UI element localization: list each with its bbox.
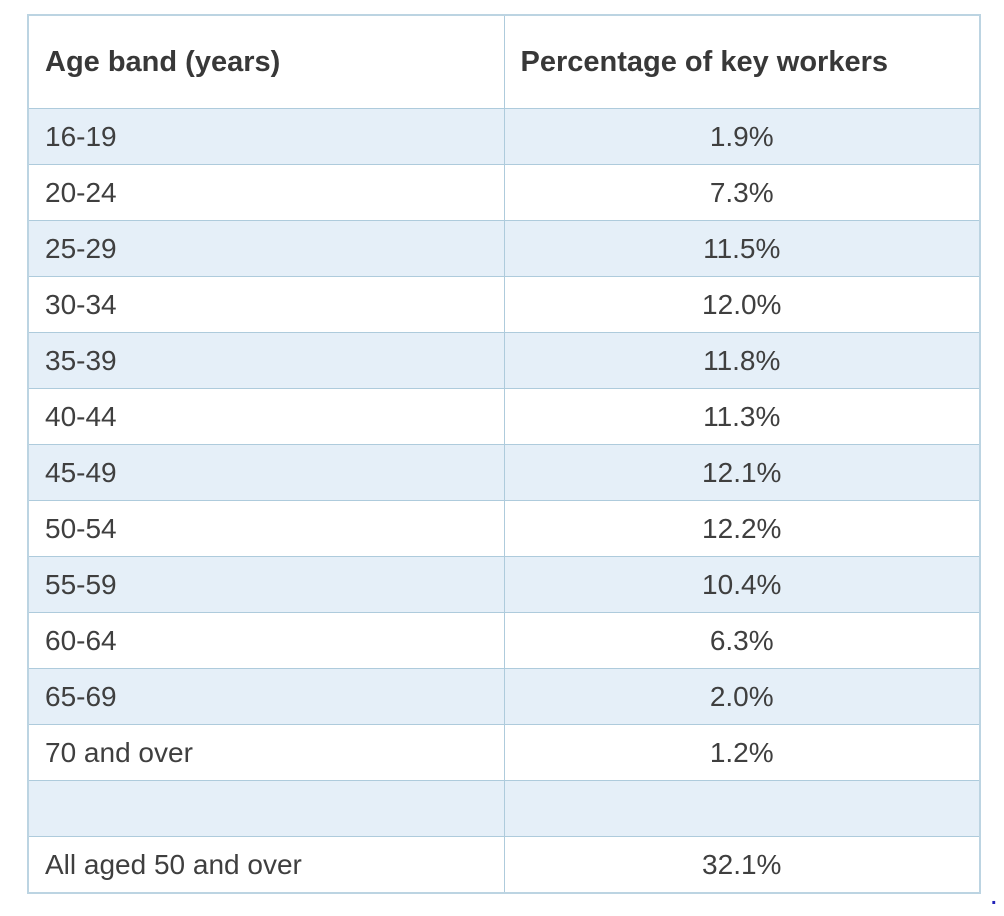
age-band-cell: 60-64 — [27, 612, 505, 669]
age-band-cell: 25-29 — [27, 220, 505, 277]
header-row: Age band (years) Percentage of key worke… — [27, 14, 981, 109]
key-workers-age-table: Age band (years) Percentage of key worke… — [27, 14, 981, 894]
age-band-cell: 50-54 — [27, 500, 505, 557]
percentage-cell: 6.3% — [503, 612, 981, 669]
percentage-cell: 11.5% — [503, 220, 981, 277]
percentage-cell: 32.1% — [503, 836, 981, 894]
table-row: 20-24 7.3% — [27, 164, 981, 221]
age-band-cell: 16-19 — [27, 108, 505, 165]
table-row: 70 and over 1.2% — [27, 724, 981, 781]
age-band-cell: 20-24 — [27, 164, 505, 221]
percentage-cell: 10.4% — [503, 556, 981, 613]
age-band-cell: All aged 50 and over — [27, 836, 505, 894]
percentage-cell: 12.2% — [503, 500, 981, 557]
age-band-cell: 65-69 — [27, 668, 505, 725]
table-row: 55-59 10.4% — [27, 556, 981, 613]
percentage-cell: 11.8% — [503, 332, 981, 389]
percentage-cell: 12.1% — [503, 444, 981, 501]
age-band-cell: 30-34 — [27, 276, 505, 333]
age-band-cell: 45-49 — [27, 444, 505, 501]
end-period-text: . — [991, 887, 997, 909]
age-band-cell: 40-44 — [27, 388, 505, 445]
table-row: 50-54 12.2% — [27, 500, 981, 557]
percentage-cell: 1.9% — [503, 108, 981, 165]
percentage-cell: 1.2% — [503, 724, 981, 781]
summary-row: All aged 50 and over 32.1% — [27, 836, 981, 894]
table-row: 16-19 1.9% — [27, 108, 981, 165]
percentage-cell: 7.3% — [503, 164, 981, 221]
age-band-cell: 70 and over — [27, 724, 505, 781]
age-band-cell — [27, 780, 505, 837]
table-header: Age band (years) Percentage of key worke… — [27, 14, 981, 109]
age-band-header: Age band (years) — [27, 14, 505, 109]
table-row: 60-64 6.3% — [27, 612, 981, 669]
percentage-header: Percentage of key workers — [503, 14, 981, 109]
percentage-cell: 2.0% — [503, 668, 981, 725]
age-band-cell: 55-59 — [27, 556, 505, 613]
percentage-cell — [503, 780, 981, 837]
spacer-row — [27, 780, 981, 837]
table-row: 30-34 12.0% — [27, 276, 981, 333]
table-row: 45-49 12.1% — [27, 444, 981, 501]
age-band-cell: 35-39 — [27, 332, 505, 389]
percentage-cell: 12.0% — [503, 276, 981, 333]
table-row: 35-39 11.8% — [27, 332, 981, 389]
table-body: 16-19 1.9% 20-24 7.3% 25-29 11.5% 30-34 … — [27, 108, 981, 894]
table-row: 25-29 11.5% — [27, 220, 981, 277]
table-row: 40-44 11.3% — [27, 388, 981, 445]
percentage-cell: 11.3% — [503, 388, 981, 445]
table-row: 65-69 2.0% — [27, 668, 981, 725]
